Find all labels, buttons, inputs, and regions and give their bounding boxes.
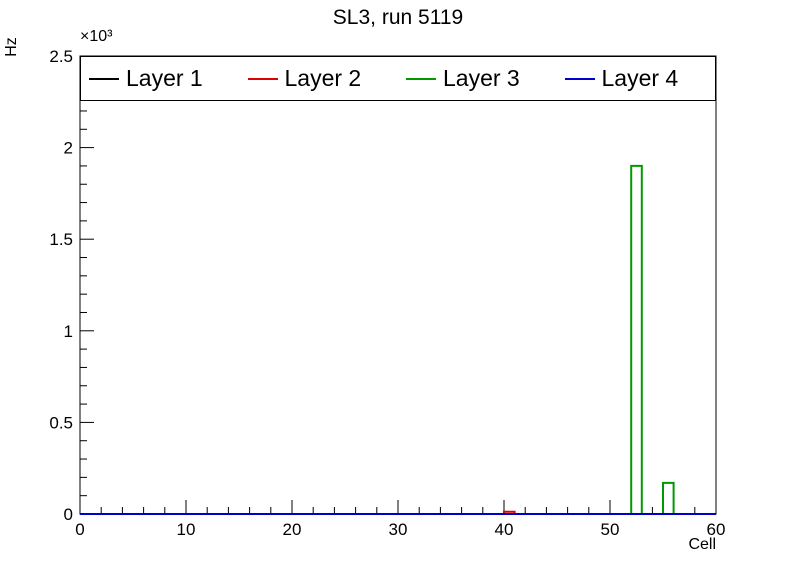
- y-axis-exponent: ×10³: [80, 28, 113, 45]
- x-tick-label: 10: [177, 520, 196, 539]
- x-tick-label: 50: [601, 520, 620, 539]
- layer3-line-swatch: [406, 77, 436, 80]
- plot-frame: [79, 55, 717, 515]
- y-tick-label: 0: [64, 505, 73, 524]
- y-axis-ticks: 0 0.5 1 1.5 2 2.5: [49, 47, 94, 524]
- legend-entry-layer2: Layer 2: [240, 65, 399, 92]
- layer1-line-swatch: [89, 77, 119, 80]
- legend-entry-layer3: Layer 3: [398, 65, 557, 92]
- y-tick-label: 2.5: [49, 47, 73, 66]
- y-tick-label: 0.5: [49, 413, 73, 432]
- legend-entry-layer1: Layer 1: [81, 65, 240, 92]
- layer4-line-swatch: [564, 77, 595, 80]
- x-tick-label: 30: [389, 520, 408, 539]
- y-axis-label: Hz: [3, 37, 20, 57]
- y-tick-label: 2: [64, 139, 73, 158]
- x-tick-label: 20: [283, 520, 302, 539]
- legend-entry-layer4: Layer 4: [557, 65, 716, 92]
- legend-label: Layer 3: [443, 65, 520, 91]
- legend-label: Layer 4: [601, 65, 679, 91]
- x-tick-label: 60: [707, 520, 726, 539]
- x-tick-label: 0: [75, 520, 84, 539]
- x-axis-ticks: 0 10 20 30 40 50 60: [75, 500, 725, 539]
- y-tick-label: 1: [64, 322, 73, 341]
- layer2-line-swatch: [247, 77, 278, 80]
- y-tick-label: 1.5: [49, 230, 73, 249]
- legend-label: Layer 1: [126, 65, 203, 91]
- plot-title: SL3, run 5119: [332, 6, 464, 29]
- series-layer3: [80, 164, 716, 515]
- x-tick-label: 40: [495, 520, 514, 539]
- legend-label: Layer 2: [284, 65, 362, 91]
- x-axis-label: Cell: [688, 536, 716, 553]
- legend-box: Layer 1 Layer 2 Layer 3 Layer 4: [80, 56, 716, 101]
